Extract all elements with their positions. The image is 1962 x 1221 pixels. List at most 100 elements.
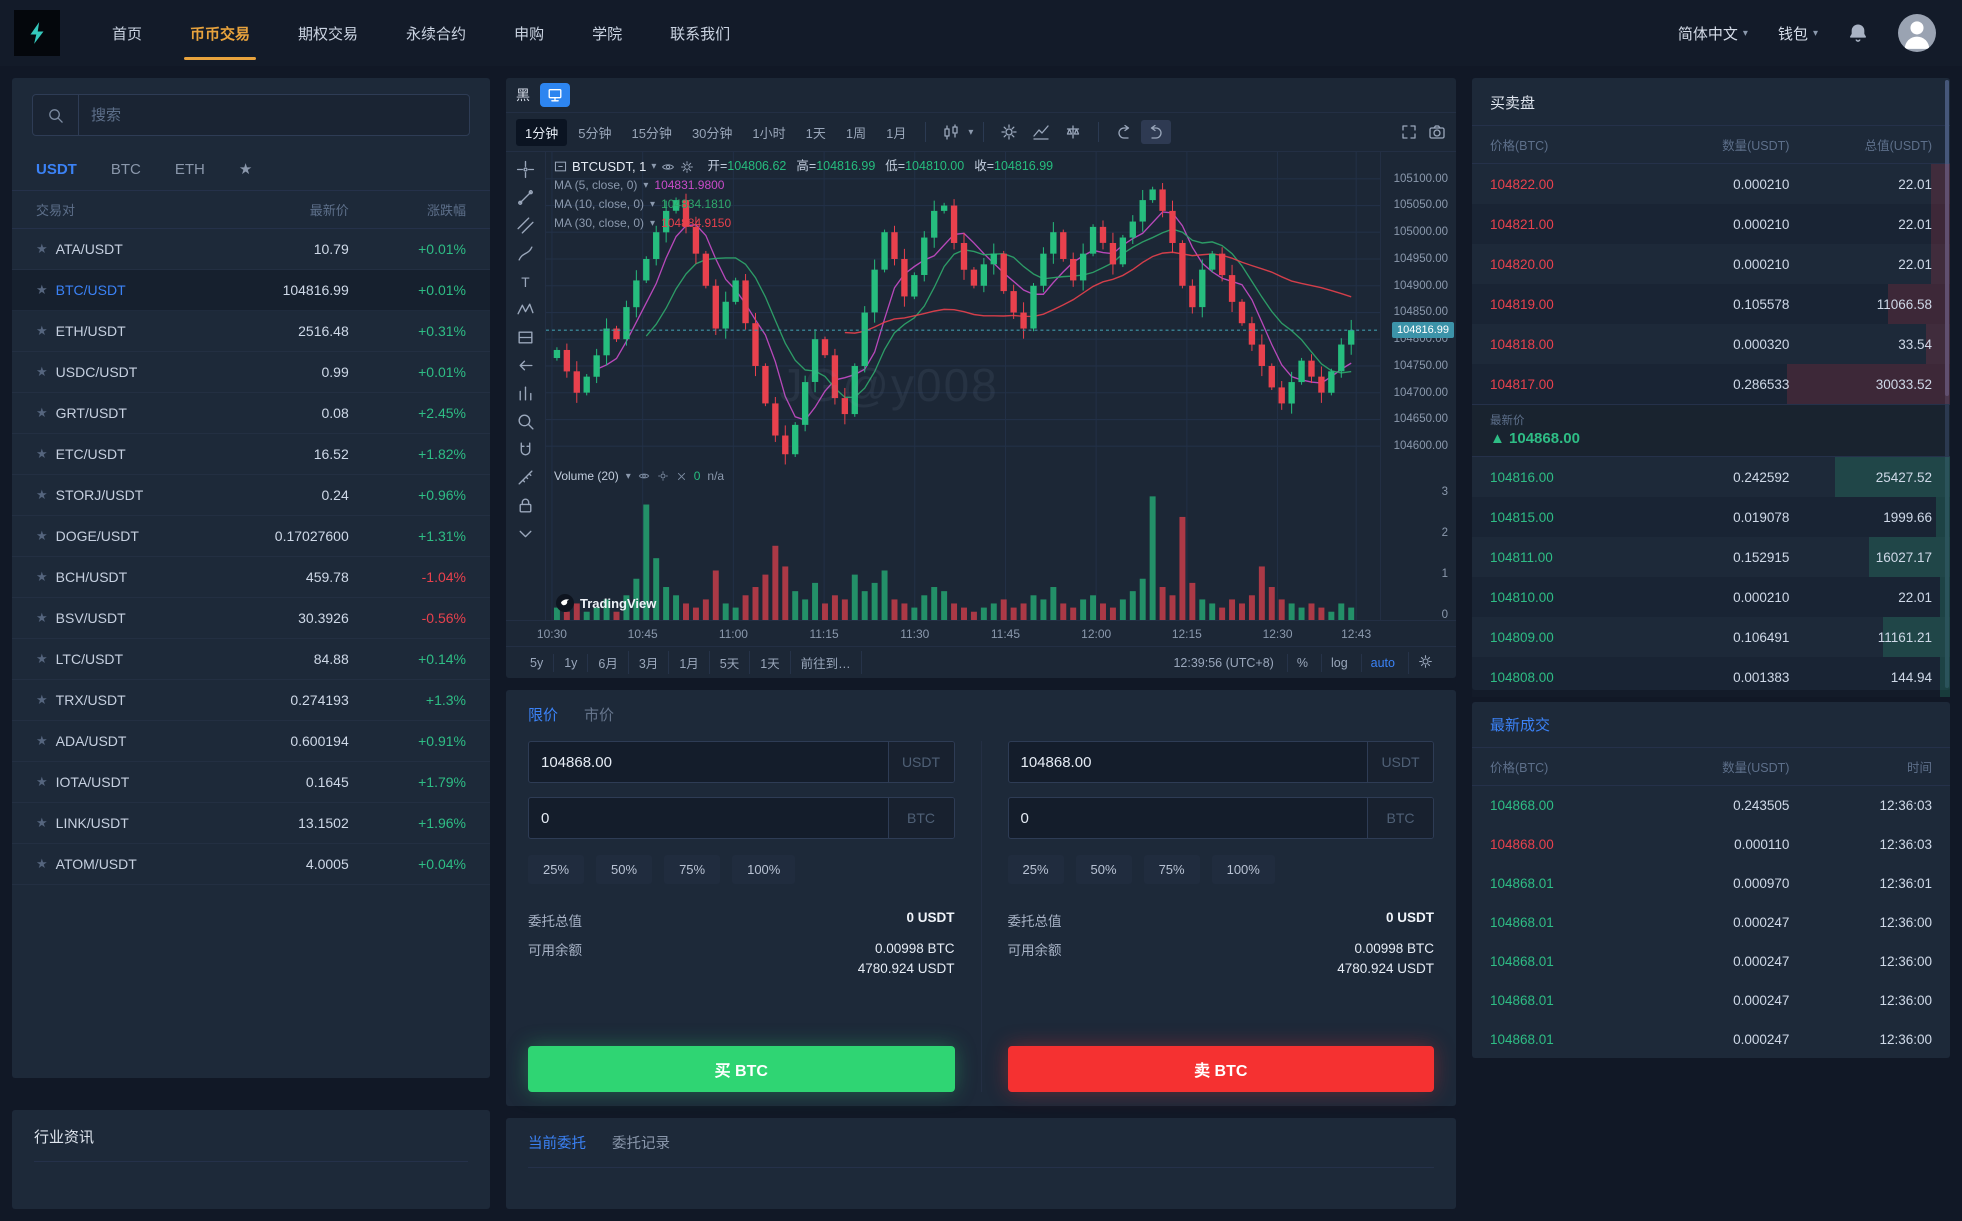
tab-market-order[interactable]: 市价 xyxy=(584,707,615,724)
pair-row[interactable]: ★ BCH/USDT 459.78 -1.04% xyxy=(12,557,490,598)
bid-row[interactable]: 104810.00 0.000210 22.01 xyxy=(1472,577,1950,617)
tab-limit-order[interactable]: 限价 xyxy=(528,707,559,724)
ask-row[interactable]: 104822.00 0.000210 22.01 xyxy=(1472,164,1950,204)
screen-mode-button[interactable] xyxy=(540,83,570,107)
language-selector[interactable]: 简体中文 ▾ xyxy=(1678,23,1748,44)
redo-icon[interactable] xyxy=(1147,123,1165,141)
bars-pattern-tool-icon[interactable] xyxy=(516,384,535,403)
quote-tab-1[interactable]: BTC xyxy=(110,160,141,178)
pair-row[interactable]: ★ ETC/USDT 16.52 +1.82% xyxy=(12,434,490,475)
sell-price-input[interactable]: 104868.00 USDT xyxy=(1007,741,1434,783)
quote-tab-3[interactable]: ★ xyxy=(238,161,253,178)
symbol-label[interactable]: BTCUSDT, 1 xyxy=(572,159,647,174)
pair-row[interactable]: ★ LINK/USDT 13.1502 +1.96% xyxy=(12,803,490,844)
favorite-star-icon[interactable]: ★ xyxy=(36,610,48,625)
favorite-star-icon[interactable]: ★ xyxy=(36,856,48,871)
hide-toolbar-icon[interactable] xyxy=(516,356,535,375)
favorite-star-icon[interactable]: ★ xyxy=(36,487,48,502)
lock-tool-icon[interactable] xyxy=(516,496,535,515)
sell-percent-button[interactable]: 75% xyxy=(1143,855,1200,884)
pair-row[interactable]: ★ TRX/USDT 0.274193 +1.3% xyxy=(12,680,490,721)
nav-item-0[interactable]: 首页 xyxy=(112,25,143,43)
crosshair-tool-icon[interactable] xyxy=(516,160,535,179)
tab-current-orders[interactable]: 当前委托 xyxy=(528,1136,586,1152)
compare-icon[interactable] xyxy=(1064,123,1082,141)
favorite-star-icon[interactable]: ★ xyxy=(36,815,48,830)
scale-button-auto[interactable]: auto xyxy=(1360,653,1404,672)
pair-row[interactable]: ★ USDC/USDT 0.99 +0.01% xyxy=(12,352,490,393)
pair-row[interactable]: ★ GRT/USDT 0.08 +2.45% xyxy=(12,393,490,434)
ask-row[interactable]: 104817.00 0.286533 30033.52 xyxy=(1472,364,1950,404)
collapse-panel-icon[interactable] xyxy=(554,160,567,173)
quote-tab-0[interactable]: USDT xyxy=(36,160,77,178)
sell-percent-button[interactable]: 25% xyxy=(1007,855,1064,884)
eye-icon[interactable] xyxy=(661,160,675,174)
favorite-star-icon[interactable]: ★ xyxy=(36,282,48,297)
gear-icon[interactable] xyxy=(657,470,669,482)
channel-tool-icon[interactable] xyxy=(516,216,535,235)
pair-row[interactable]: ★ ADA/USDT 0.600194 +0.91% xyxy=(12,721,490,762)
zoom-tool-icon[interactable] xyxy=(516,412,535,431)
favorite-star-icon[interactable]: ★ xyxy=(36,405,48,420)
range-button-1[interactable]: 1y xyxy=(554,653,589,672)
timeframe-button-7[interactable]: 1月 xyxy=(886,125,907,141)
range-button-4[interactable]: 1月 xyxy=(669,651,710,674)
gear-icon[interactable] xyxy=(680,160,694,174)
timeframe-button-2[interactable]: 15分钟 xyxy=(631,125,672,141)
sell-button[interactable]: 卖 BTC xyxy=(1007,1046,1434,1092)
avatar[interactable] xyxy=(1898,14,1936,52)
search-input[interactable] xyxy=(79,106,469,124)
ask-row[interactable]: 104818.00 0.000320 33.54 xyxy=(1472,324,1950,364)
timeframe-button-4[interactable]: 1小时 xyxy=(752,125,786,141)
favorite-star-icon[interactable]: ★ xyxy=(36,569,48,584)
pair-row[interactable]: ★ ETH/USDT 2516.48 +0.31% xyxy=(12,311,490,352)
nav-item-1[interactable]: 币币交易 xyxy=(166,0,274,66)
timeframe-button-5[interactable]: 1天 xyxy=(805,125,826,141)
wallet-menu[interactable]: 钱包 ▾ xyxy=(1778,23,1818,44)
range-button-0[interactable]: 5y xyxy=(520,653,555,672)
undo-icon[interactable] xyxy=(1115,123,1133,141)
chevron-down-icon[interactable]: ▾ xyxy=(968,126,974,138)
scale-button-log[interactable]: log xyxy=(1320,653,1357,672)
sell-percent-button[interactable]: 100% xyxy=(1211,855,1275,884)
nav-item-5[interactable]: 学院 xyxy=(592,25,623,43)
sell-percent-button[interactable]: 50% xyxy=(1075,855,1132,884)
favorite-star-icon[interactable]: ★ xyxy=(36,733,48,748)
favorite-star-icon[interactable]: ★ xyxy=(36,323,48,338)
notifications-bell-icon[interactable] xyxy=(1848,23,1868,43)
close-icon[interactable] xyxy=(676,471,687,482)
ask-row[interactable]: 104819.00 0.105578 11066.58 xyxy=(1472,284,1950,324)
theme-toggle[interactable]: 黑 xyxy=(516,87,530,103)
range-button-5[interactable]: 5天 xyxy=(710,651,751,674)
time-axis[interactable]: 10:30 10:45 11:00 11:15 11:30 11:45 12:00 12:15… xyxy=(506,620,1456,646)
favorite-star-icon[interactable]: ★ xyxy=(36,692,48,707)
range-button-6[interactable]: 1天 xyxy=(750,651,791,674)
buy-percent-button[interactable]: 100% xyxy=(732,855,796,884)
eye-icon[interactable] xyxy=(638,470,650,482)
pair-row[interactable]: ★ ATOM/USDT 4.0005 +0.04% xyxy=(12,844,490,885)
buy-percent-button[interactable]: 25% xyxy=(528,855,585,884)
favorite-star-icon[interactable]: ★ xyxy=(36,364,48,379)
quote-tab-2[interactable]: ETH xyxy=(174,160,205,178)
bid-row[interactable]: 104809.00 0.106491 11161.21 xyxy=(1472,617,1950,657)
axis-settings-icon[interactable] xyxy=(1418,654,1433,669)
tradingview-attribution[interactable]: TradingView xyxy=(556,594,656,612)
more-tools-icon[interactable] xyxy=(516,524,535,543)
bid-row[interactable]: 104815.00 0.019078 1999.66 xyxy=(1472,497,1950,537)
nav-item-2[interactable]: 期权交易 xyxy=(298,25,359,43)
favorite-star-icon[interactable]: ★ xyxy=(36,651,48,666)
buy-price-input[interactable]: 104868.00 USDT xyxy=(528,741,955,783)
timeframe-button-0[interactable]: 1分钟 xyxy=(516,118,568,146)
buy-button[interactable]: 买 BTC xyxy=(528,1046,955,1092)
buy-percent-button[interactable]: 75% xyxy=(664,855,721,884)
favorite-star-icon[interactable]: ★ xyxy=(36,774,48,789)
pair-row[interactable]: ★ DOGE/USDT 0.17027600 +1.31% xyxy=(12,516,490,557)
ask-row[interactable]: 104821.00 0.000210 22.01 xyxy=(1472,204,1950,244)
pair-row[interactable]: ★ STORJ/USDT 0.24 +0.96% xyxy=(12,475,490,516)
favorite-star-icon[interactable]: ★ xyxy=(36,241,48,256)
pair-row[interactable]: ★ LTC/USDT 84.88 +0.14% xyxy=(12,639,490,680)
text-tool-icon[interactable]: T xyxy=(516,272,535,291)
nav-item-3[interactable]: 永续合约 xyxy=(406,25,467,43)
timeframe-button-1[interactable]: 5分钟 xyxy=(578,125,612,141)
chart-settings-icon[interactable] xyxy=(1000,123,1018,141)
